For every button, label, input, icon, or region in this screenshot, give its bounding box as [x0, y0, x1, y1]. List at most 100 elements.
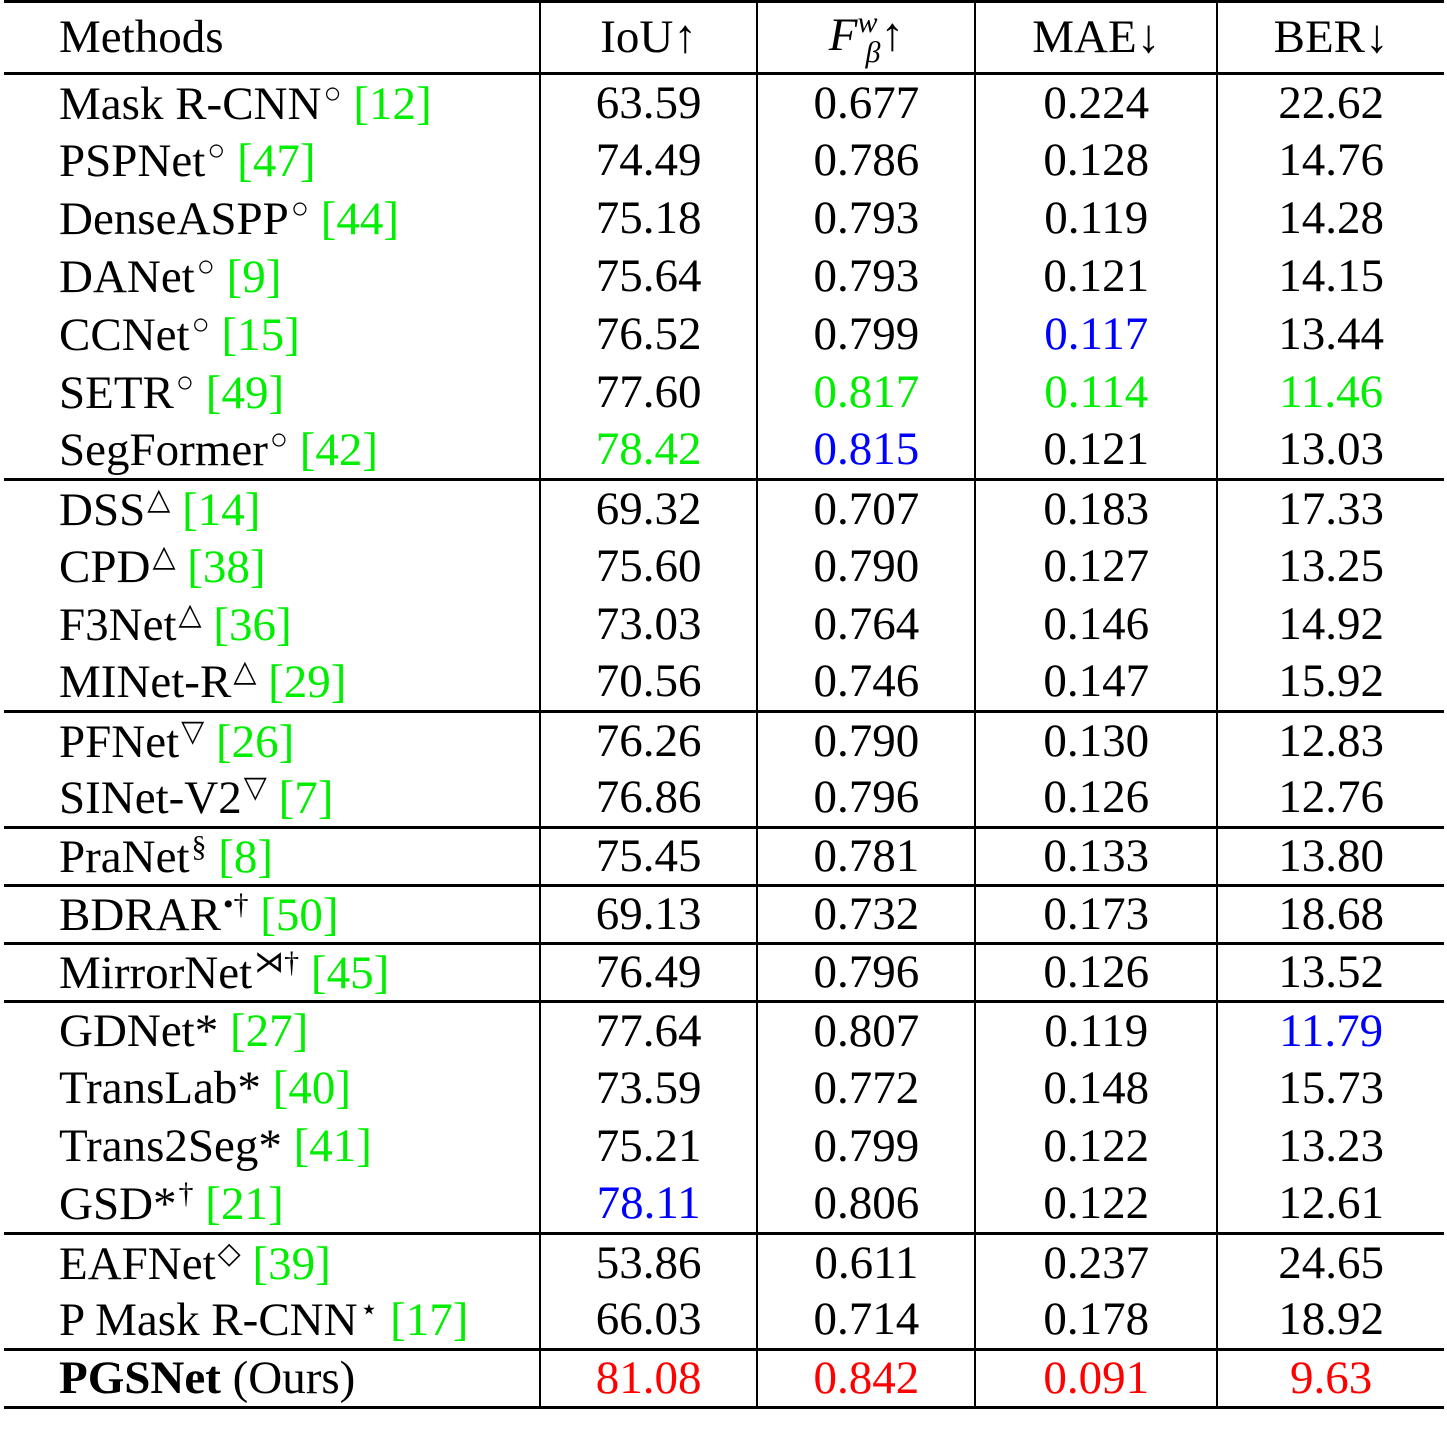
ber-cell: 12.83: [1217, 710, 1444, 770]
citation-link[interactable]: [47]: [237, 135, 316, 187]
table-row: PGSNet (Ours) 81.08 0.842 0.091 9.63: [4, 1348, 1444, 1409]
fbeta-cell: 0.817: [757, 363, 977, 422]
citation-number: 7: [294, 772, 318, 825]
method-name: CCNet: [59, 309, 190, 361]
citation-number: 49: [221, 367, 269, 419]
mae-cell: 0.119: [975, 189, 1219, 248]
method-marker: ○: [269, 423, 288, 457]
ber-cell: 15.73: [1278, 1062, 1384, 1114]
citation-link[interactable]: [8]: [218, 831, 274, 883]
fbeta-cell: 0.746: [757, 653, 977, 712]
citation-link[interactable]: [12]: [353, 77, 432, 130]
fbeta-cell: 0.677: [757, 73, 977, 132]
header-fbeta: Fwβ↑: [757, 0, 977, 75]
citation-link[interactable]: [44]: [320, 193, 400, 245]
header-ber: BER↓: [1217, 0, 1444, 75]
citation-link[interactable]: [38]: [187, 541, 266, 593]
citation-number: 44: [336, 193, 384, 245]
mae-cell: 0.122: [975, 1117, 1219, 1176]
citation-link[interactable]: [7]: [278, 772, 334, 825]
mae-cell: 0.173: [975, 884, 1219, 944]
mae-cell: 0.178: [975, 1291, 1219, 1350]
citation-link[interactable]: [42]: [299, 424, 379, 477]
mae-cell: 0.126: [975, 942, 1219, 1002]
fbeta-arrow: ↑: [880, 8, 904, 61]
ber-cell: 18.68: [1217, 884, 1444, 944]
citation-link[interactable]: [21]: [205, 1178, 284, 1231]
citation-number: 42: [315, 424, 363, 477]
ber-cell: 15.92: [1278, 655, 1384, 708]
iou-cell: 76.52: [538, 305, 759, 364]
method-cell: BDRAR•† [50]: [4, 884, 540, 944]
iou-cell: 78.42: [538, 421, 759, 480]
method-cell: EAFNet◇ [39]: [4, 1232, 540, 1292]
table-row: DSS△ [14] 69.32 0.707 0.183 17.33: [4, 478, 1444, 538]
results-table: Methods IoU↑ Fwβ↑ MAE↓ BER↓ Mask R-CNN○ …: [4, 0, 1444, 1409]
table-row: MINet-R△ [29] 70.56 0.746 0.147 15.92: [4, 653, 1444, 712]
ber-cell: 13.80: [1217, 826, 1444, 886]
fbeta-cell: 0.799: [757, 1117, 977, 1176]
citation-number: 36: [228, 599, 276, 651]
method-name: SINet-V2: [59, 772, 242, 825]
fbeta-cell: 0.781: [757, 826, 977, 886]
citation-number: 45: [326, 947, 374, 999]
citation-link[interactable]: [39]: [252, 1237, 331, 1290]
citation-link[interactable]: [9]: [226, 251, 282, 303]
citation-link[interactable]: [41]: [293, 1120, 372, 1172]
mae-cell: 0.091: [975, 1348, 1219, 1409]
method-cell: SegFormer○ [42]: [4, 422, 540, 480]
citation-link[interactable]: [15]: [221, 309, 300, 361]
table-row: GSD*† [21] 78.11 0.806 0.122 12.61: [4, 1175, 1444, 1234]
iou-cell: 75.21: [538, 1117, 759, 1176]
citation-number: 17: [405, 1294, 453, 1347]
citation-number: 39: [268, 1237, 316, 1290]
ber-cell: 13.25: [1278, 540, 1384, 592]
citation-link[interactable]: [49]: [205, 367, 285, 419]
mae-cell: 0.128: [975, 131, 1219, 190]
iou-cell: 75.45: [538, 826, 759, 886]
method-cell: PFNet▽ [26]: [4, 710, 540, 770]
method-marker: •†: [222, 888, 249, 921]
citation-number: 29: [283, 656, 331, 709]
method-name: SegFormer: [59, 424, 268, 477]
citation-link[interactable]: [26]: [215, 715, 295, 768]
table-row: DenseASPP○ [44] 75.18 0.793 0.119 14.28: [4, 189, 1444, 248]
ber-cell: 14.92: [1278, 598, 1384, 650]
iou-cell: 76.26: [538, 710, 759, 770]
citation-link[interactable]: [40]: [272, 1062, 351, 1114]
table-row: EAFNet◇ [39] 53.86 0.611 0.237 24.65: [4, 1232, 1444, 1292]
mae-cell: 0.224: [975, 73, 1219, 132]
method-cell: PSPNet○ [47]: [4, 132, 540, 190]
citation-link[interactable]: [29]: [268, 656, 347, 709]
iou-cell: 74.49: [538, 131, 759, 190]
citation-link[interactable]: [17]: [390, 1294, 469, 1347]
ber-cell: 14.28: [1278, 192, 1384, 244]
mae-cell: 0.147: [975, 653, 1219, 712]
method-suffix: (Ours): [232, 1352, 356, 1404]
citation-link[interactable]: [36]: [213, 599, 292, 651]
header-mae: MAE↓: [975, 0, 1219, 75]
table-row: PSPNet○ [47] 74.49 0.786 0.128 14.76: [4, 131, 1444, 190]
method-name: Mask R-CNN: [59, 77, 322, 130]
fbeta-cell: 0.793: [757, 247, 977, 306]
method-marker: △: [178, 598, 202, 631]
citation-link[interactable]: [14]: [182, 483, 261, 536]
mae-cell: 0.133: [975, 826, 1219, 886]
header-iou: IoU↑: [538, 0, 759, 75]
table-row: CPD△ [38] 75.60 0.790 0.127 13.25: [4, 537, 1444, 596]
iou-cell: 75.60: [538, 537, 759, 596]
ber-cell: 9.63: [1217, 1348, 1444, 1409]
mae-cell: 0.126: [975, 769, 1219, 828]
fbeta-base: F: [828, 8, 858, 61]
mae-cell: 0.127: [975, 537, 1219, 596]
citation-link[interactable]: [50]: [260, 889, 339, 941]
citation-link[interactable]: [27]: [230, 1004, 309, 1057]
method-name: EAFNet: [59, 1237, 216, 1290]
citation-number: 26: [231, 715, 279, 768]
citation-number: 21: [220, 1178, 268, 1231]
method-cell: MirrorNet⋊† [45]: [4, 942, 540, 1002]
citation-number: 38: [202, 541, 250, 593]
citation-link[interactable]: [45]: [310, 947, 390, 999]
citation-number: 14: [197, 483, 245, 536]
table-row: Mask R-CNN○ [12] 63.59 0.677 0.224 22.62: [4, 73, 1444, 132]
